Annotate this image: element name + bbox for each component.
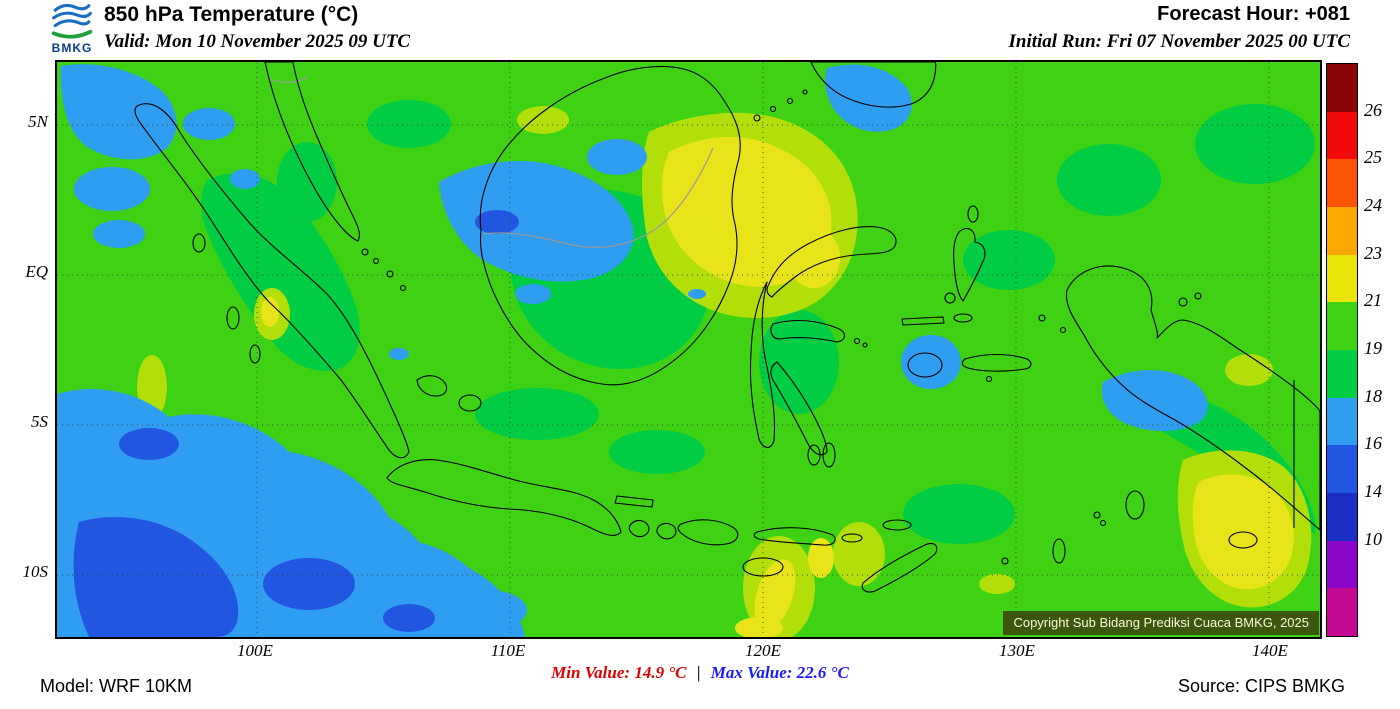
minmax-separator: | — [696, 663, 701, 682]
colorbar-ticks: 26 25 24 23 21 19 18 16 14 10 — [1364, 63, 1400, 635]
page-title: 850 hPa Temperature (°C) — [104, 3, 359, 26]
coastlines — [134, 62, 1320, 593]
maluku-islands — [807, 205, 1145, 565]
colorbar-tick-label: 25 — [1364, 147, 1382, 168]
colorbar-segments — [1326, 63, 1358, 637]
source-label: Source: CIPS BMKG — [1177, 676, 1345, 696]
coastline-malay-peninsula — [264, 62, 360, 242]
lon-label-140e: 140E — [1252, 641, 1288, 660]
graticule — [57, 62, 1320, 637]
colorbar-tick-label: 24 — [1364, 195, 1382, 215]
max-value: 22.6 °C — [796, 663, 849, 682]
lon-label-120e: 120E — [745, 641, 781, 660]
lat-label-10s: 10S — [22, 562, 49, 581]
colorbar-segment — [1327, 254, 1357, 303]
country-borders — [266, 75, 714, 248]
colorbar-segment — [1327, 397, 1357, 446]
coastline-sulawesi — [749, 226, 897, 456]
colorbar-tick-label: 19 — [1364, 338, 1382, 358]
colorbar-segment — [1327, 493, 1357, 541]
colorbar-segment — [1327, 64, 1357, 112]
colorbar-segment — [1327, 302, 1357, 351]
lat-label-eq: EQ — [25, 262, 48, 281]
map-svg — [57, 62, 1320, 637]
colorbar-tick-label: 10 — [1364, 528, 1382, 549]
papua-small-islands — [1038, 292, 1258, 549]
initial-run-label: Initial Run: Fri 07 November 2025 00 UTC — [1008, 31, 1351, 52]
field-green-patches — [201, 100, 1315, 544]
forecast-hour-label: Forecast Hour: +081 — [1157, 3, 1350, 25]
bmkg-logo-icon — [51, 3, 93, 39]
coastline-madura — [614, 495, 654, 508]
sumatra-small-islands — [192, 233, 482, 412]
temperature-map: Copyright Sub Bidang Prediksi Cuaca BMKG… — [55, 60, 1322, 639]
field-darkblue-patches — [73, 210, 519, 637]
colorbar-tick-label: 18 — [1364, 385, 1382, 406]
max-value-label: Max Value: — [710, 663, 793, 682]
min-value: 14.9 °C — [634, 663, 687, 682]
colorbar-segment — [1327, 159, 1357, 208]
colorbar-segment — [1327, 540, 1357, 589]
lon-label-110e: 110E — [490, 641, 526, 660]
colorbar-segment — [1327, 445, 1357, 494]
copyright-overlay: Copyright Sub Bidang Prediksi Cuaca BMKG… — [1003, 611, 1319, 635]
colorbar-segment — [1327, 588, 1357, 637]
lon-label-100e: 100E — [237, 641, 273, 660]
colorbar-tick-label: 14 — [1364, 481, 1382, 501]
model-label: Model: WRF 10KM — [40, 676, 193, 696]
lat-label-5n: 5N — [28, 112, 48, 131]
coastline-java — [386, 459, 622, 536]
colorbar-segment — [1327, 207, 1357, 255]
coastline-mindanao — [810, 62, 937, 108]
colorbar-tick-label: 26 — [1364, 99, 1382, 120]
lon-label-130e: 130E — [999, 641, 1035, 660]
coastline-sumatra — [134, 103, 410, 459]
coastline-borneo — [479, 65, 741, 386]
bmkg-logo-label: BMKG — [51, 41, 93, 55]
colorbar-segment — [1327, 111, 1357, 160]
lesser-sunda-islands — [628, 519, 938, 593]
lat-label-5s: 5S — [31, 412, 48, 431]
sulu-islands — [753, 89, 808, 122]
valid-time-label: Valid: Mon 10 November 2025 09 UTC — [104, 31, 411, 52]
colorbar-tick-label: 23 — [1364, 242, 1382, 263]
bmkg-logo: BMKG — [44, 1, 100, 59]
coastline-papua — [1065, 265, 1320, 531]
colorbar-segment — [1327, 350, 1357, 398]
colorbar-tick-label: 21 — [1364, 290, 1382, 311]
minmax-values: Min Value: 14.9 °C | Max Value: 22.6 °C — [551, 663, 849, 683]
colorbar-tick-label: 16 — [1364, 433, 1382, 454]
min-value-label: Min Value: — [551, 663, 631, 682]
